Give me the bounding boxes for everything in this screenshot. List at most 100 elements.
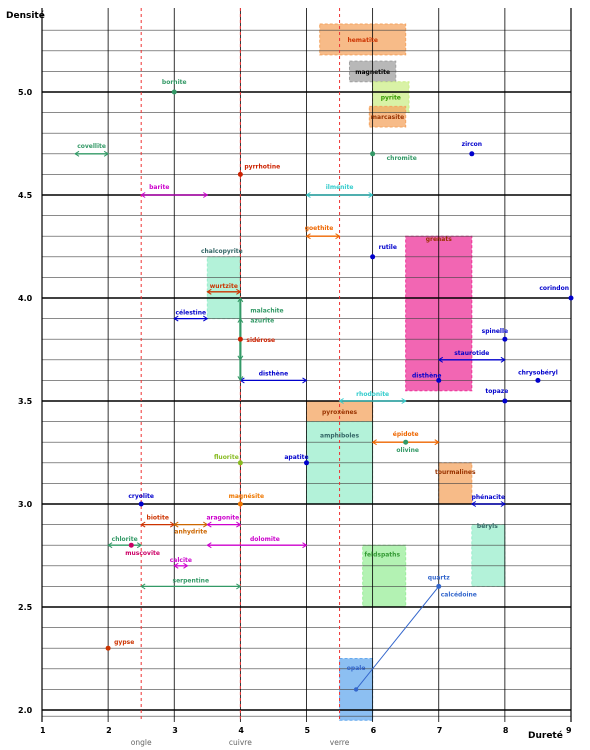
reference-label: ongle	[131, 738, 152, 747]
point-9	[436, 377, 442, 383]
y-axis-label: Densité	[6, 10, 45, 21]
link-line-0	[355, 586, 440, 690]
range-arrow-right-9	[434, 439, 440, 446]
range-arrow-right-15	[302, 542, 308, 549]
point-label-17: quartz	[428, 574, 450, 581]
box-label-7: tourmalines	[435, 469, 476, 476]
x-tick-label: 3	[172, 726, 178, 735]
range-label-14: chlorite	[112, 536, 138, 543]
range-arrow-right-14	[136, 542, 143, 549]
point-label-3: pyrrhotine	[244, 163, 280, 170]
range-arrow-left-13	[206, 521, 212, 528]
point-8	[535, 377, 541, 383]
range-label-17: serpentine	[173, 577, 210, 584]
range-label-15: dolomite	[250, 536, 280, 543]
range-arrow-left-12	[173, 521, 179, 528]
vrange-arrow-top-0	[237, 297, 244, 303]
box-label-0: hematite	[347, 37, 378, 44]
box-label-11: chalcopyrite	[201, 248, 243, 255]
point-10	[502, 398, 508, 404]
point-6	[502, 336, 508, 342]
point-label-14: cryolite	[128, 493, 154, 500]
x-tick-label: 4	[238, 726, 244, 735]
range-label-13: aragonite	[206, 515, 239, 522]
y-tick-label: 5.0	[18, 88, 33, 97]
point-label-10: topaze	[485, 388, 508, 395]
point-11	[403, 439, 409, 445]
y-tick-label: 2.0	[18, 706, 33, 715]
range-label-5: célestine	[175, 310, 206, 317]
point-label-18: gypse	[114, 639, 134, 646]
box-label-10: opale	[347, 665, 366, 672]
range-arrow-left-14	[107, 542, 113, 549]
range-arrow-left-9	[371, 439, 377, 446]
range-arrow-right-1	[203, 192, 209, 198]
x-axis-label: Dureté	[528, 730, 563, 741]
point-label-1: chromite	[387, 155, 417, 162]
point-17	[436, 583, 442, 589]
point-5	[568, 295, 574, 301]
range-arrow-left-2	[305, 192, 311, 198]
range-arrow-right-0	[103, 150, 110, 157]
range-arrow-right-13	[236, 521, 242, 528]
range-arrow-right-3	[335, 233, 341, 240]
point-label-4: rutile	[379, 244, 397, 251]
grid	[41, 8, 572, 722]
vrange-arrow-bottom-0	[237, 376, 244, 382]
point-14	[138, 501, 144, 507]
range-arrow-left-0	[74, 150, 80, 157]
range-label-7: staurotide	[454, 350, 489, 357]
vrange-label-0: malachite	[250, 307, 283, 314]
range-arrow-left-15	[206, 542, 212, 549]
box-label-4: grenats	[426, 236, 453, 243]
range-arrow-left-4	[206, 288, 212, 295]
range-arrow-left-1	[140, 192, 146, 198]
point-13	[304, 460, 309, 466]
range-label-3: goethite	[305, 225, 334, 232]
point-1	[370, 151, 376, 157]
range-label-1: barite	[149, 184, 169, 191]
x-tick-label: 6	[371, 726, 377, 735]
range-label-6: disthène	[259, 370, 288, 377]
box-9	[471, 524, 506, 587]
x-tick-label: 9	[566, 726, 572, 735]
point-3	[237, 171, 243, 177]
range-arrow-left-7	[437, 356, 444, 363]
x-tick-label: 5	[305, 726, 311, 735]
point-0	[171, 89, 177, 95]
mineral-group-boxes	[206, 23, 506, 721]
point-16	[128, 542, 134, 548]
link-point-0	[353, 687, 359, 692]
data-labels: hematite magnetite pyrite marcasite grenats p…	[77, 37, 569, 672]
point-label-8: chrysobéryl	[518, 369, 558, 376]
range-arrow-right-4	[236, 288, 242, 295]
range-label-10: phénacite	[472, 494, 506, 501]
point-label-12: fluorite	[214, 454, 239, 461]
x-tick-label: 8	[503, 726, 509, 735]
range-label-9: épidote	[393, 431, 419, 438]
range-label-12: anhydrite	[174, 529, 207, 536]
box-label-5: pyroxènes	[322, 409, 358, 416]
range-label-0: covellite	[77, 143, 106, 150]
point-label-13: apatite	[284, 454, 308, 461]
point-label-0: bornite	[162, 79, 187, 86]
range-arrow-right-6	[302, 377, 308, 384]
range-arrow-left-17	[140, 583, 146, 590]
range-arrow-left-3	[305, 233, 311, 240]
vrange-arrow-top-1	[237, 317, 244, 323]
box-label-9: béryls	[477, 523, 498, 530]
reference-label: verre	[330, 738, 350, 747]
box-label-8: feldspaths	[364, 552, 400, 559]
point-label-6: spinelle	[482, 328, 508, 335]
range-arrow-right-10	[500, 501, 506, 507]
x-tick-label: 2	[106, 726, 112, 735]
point-label-11: olivine	[396, 447, 419, 454]
range-arrow-right-5	[203, 315, 209, 322]
x-tick-label: 1	[40, 726, 46, 735]
point-4	[370, 254, 376, 260]
range-arrow-right-8	[401, 398, 407, 404]
range-label-4: wurtzite	[210, 283, 238, 290]
y-tick-label: 4.5	[18, 191, 33, 200]
point-label-9: disthène	[412, 372, 441, 379]
